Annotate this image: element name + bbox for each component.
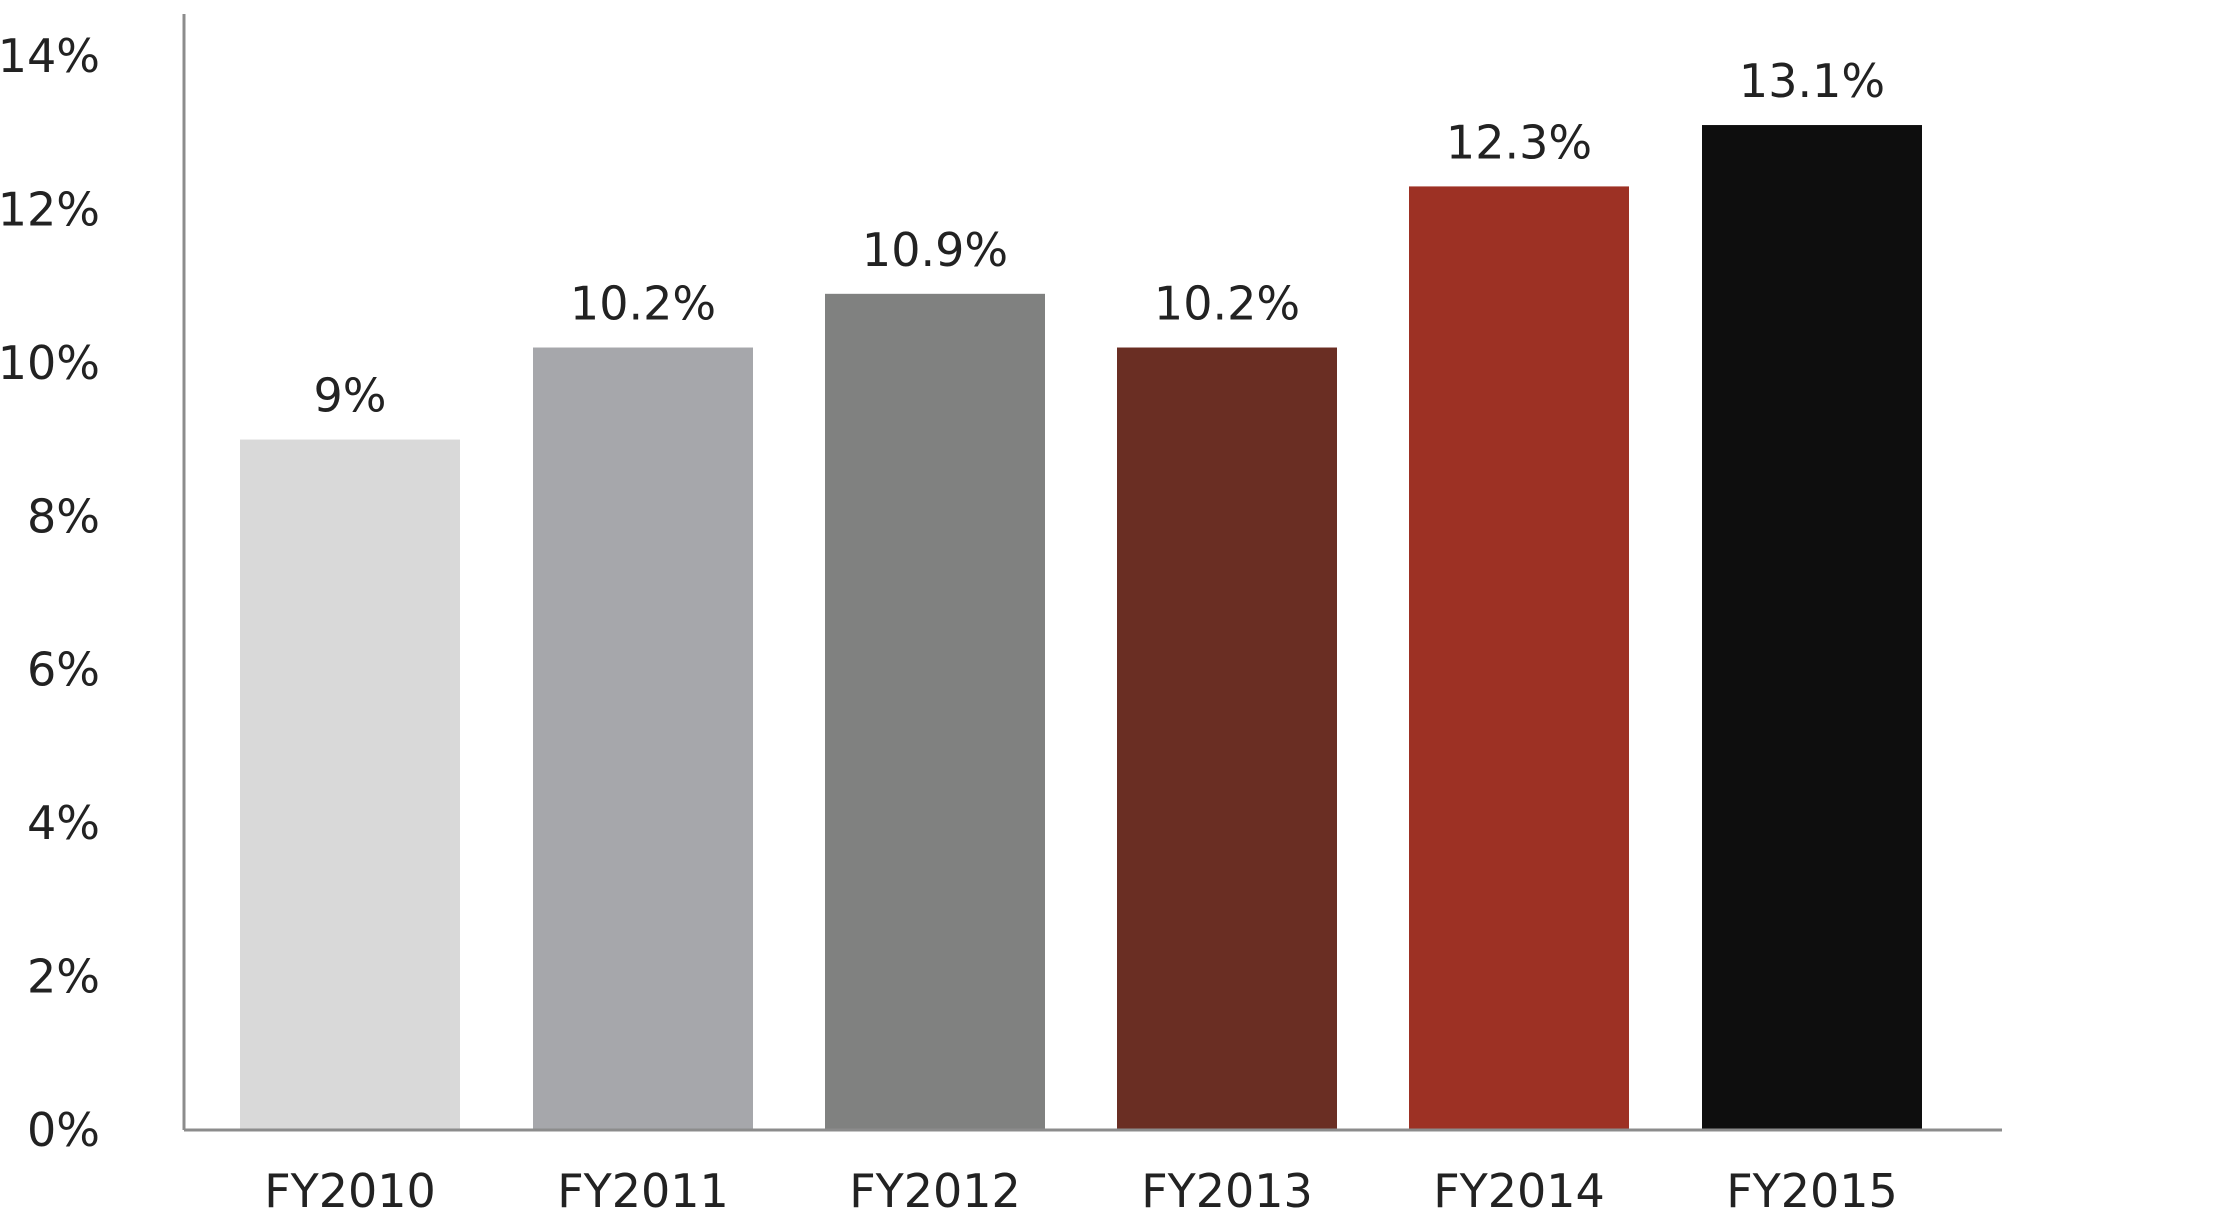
data-labels-layer: 9% 10.2% 10.9% 10.2% 12.3% 13.1% xyxy=(314,54,1886,423)
bar-fy2010 xyxy=(240,439,460,1131)
x-tick-label-fy2014: FY2014 xyxy=(1433,1164,1605,1218)
data-label-fy2015: 13.1% xyxy=(1739,54,1885,108)
y-tick-label-0: 0% xyxy=(27,1103,100,1157)
y-tick-label-8: 8% xyxy=(27,489,100,543)
bar-fy2012 xyxy=(825,293,1045,1130)
y-tick-label-2: 2% xyxy=(27,950,100,1004)
x-tick-label-fy2013: FY2013 xyxy=(1141,1164,1313,1218)
bar-fy2014 xyxy=(1409,186,1629,1130)
x-tick-label-fy2012: FY2012 xyxy=(849,1164,1021,1218)
y-tick-label-6: 6% xyxy=(27,643,100,697)
data-label-fy2014: 12.3% xyxy=(1446,115,1592,169)
data-label-fy2011: 10.2% xyxy=(570,277,716,331)
data-label-fy2013: 10.2% xyxy=(1154,277,1300,331)
y-tick-label-10: 10% xyxy=(0,336,100,390)
bar-fy2011 xyxy=(533,347,753,1130)
y-tick-label-4: 4% xyxy=(27,796,100,850)
x-tick-label-fy2011: FY2011 xyxy=(557,1164,729,1218)
x-axis-ticks: FY2010 FY2011 FY2012 FY2013 FY2014 FY2015 xyxy=(264,1164,1898,1218)
y-tick-label-14: 14% xyxy=(0,29,100,83)
data-label-fy2010: 9% xyxy=(314,369,387,423)
x-tick-label-fy2010: FY2010 xyxy=(264,1164,436,1218)
y-axis-ticks: 0% 2% 4% 6% 8% 10% 12% 14% xyxy=(0,29,100,1157)
x-tick-label-fy2015: FY2015 xyxy=(1726,1164,1898,1218)
bars-layer xyxy=(240,125,1922,1131)
bar-fy2015 xyxy=(1702,125,1922,1131)
bar-fy2013 xyxy=(1117,347,1337,1130)
y-tick-label-12: 12% xyxy=(0,182,100,236)
data-label-fy2012: 10.9% xyxy=(862,223,1008,277)
